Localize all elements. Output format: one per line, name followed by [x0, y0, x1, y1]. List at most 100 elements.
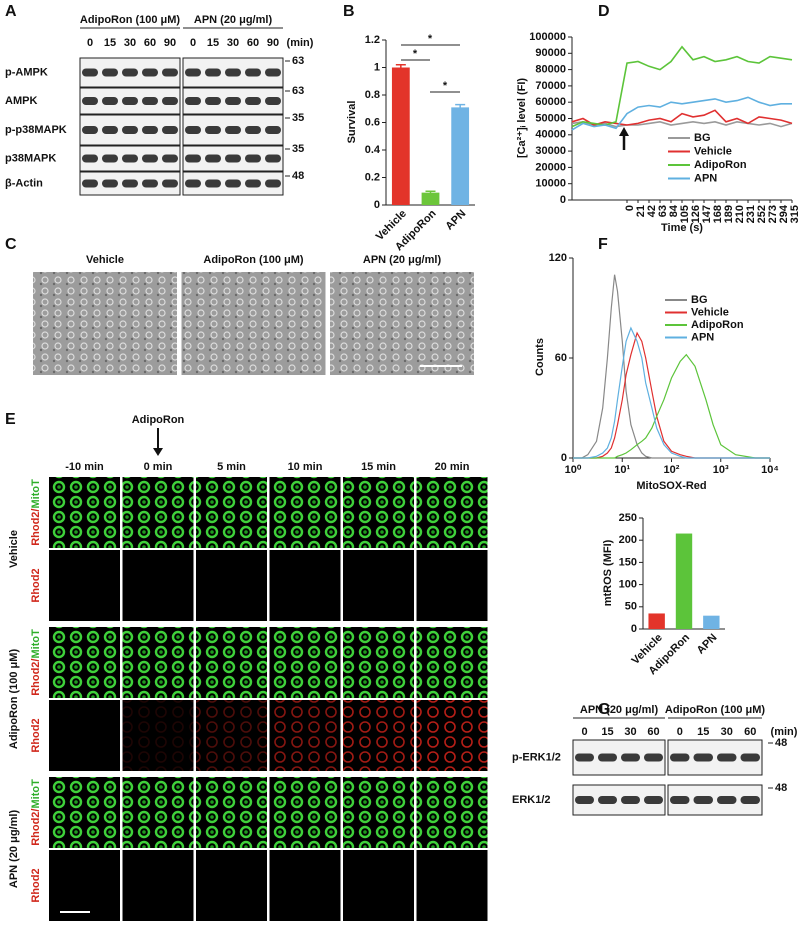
bar	[451, 107, 470, 205]
band	[245, 154, 261, 163]
arrow-head	[619, 127, 629, 136]
legend-label: Vehicle	[694, 145, 732, 157]
y-tick-label: 60	[555, 352, 567, 364]
x-tick-label: 147	[701, 205, 713, 223]
bar	[703, 615, 720, 629]
cells	[269, 627, 341, 698]
arrow-head	[153, 448, 163, 456]
cells	[49, 777, 120, 848]
band	[621, 753, 640, 762]
channel-label: Rhod2/MitoT	[30, 779, 42, 846]
rhod2-signal	[343, 700, 414, 771]
bar	[648, 613, 665, 629]
band	[225, 179, 241, 188]
mw-label: 48	[775, 737, 787, 749]
time-label: -10 min	[65, 461, 104, 473]
band	[670, 753, 690, 762]
band	[265, 126, 281, 134]
x-tick-label: 210	[734, 205, 746, 223]
rhod2-signal	[122, 700, 194, 771]
band	[265, 154, 281, 163]
image-tile	[49, 550, 120, 621]
x-tick-label: APN	[695, 632, 720, 657]
channel-label: Rhod2	[30, 718, 42, 752]
x-tick-label: 294	[778, 204, 790, 223]
lane-label: 60	[647, 726, 659, 738]
y-tick-label: 0	[560, 194, 566, 206]
image-tile	[269, 550, 341, 621]
lane-label: 60	[247, 37, 259, 49]
band	[122, 126, 138, 134]
significance: *	[443, 80, 448, 92]
x-tick-label: 10²	[664, 464, 680, 476]
mw-label: 48	[292, 170, 304, 182]
cells	[343, 477, 414, 548]
blot-group-label: AdipoRon (100 μM)	[665, 704, 766, 716]
blot-group-label: AdipoRon (100 μM)	[80, 14, 181, 26]
y-tick-label: 40000	[535, 129, 566, 141]
cells	[196, 777, 267, 848]
band	[122, 68, 138, 77]
band	[245, 179, 261, 188]
stimulus-label: AdipoRon	[132, 414, 185, 426]
micrograph	[33, 272, 177, 375]
band	[142, 154, 158, 163]
band	[102, 179, 118, 188]
y-tick-label: 120	[549, 252, 567, 264]
micrograph	[330, 272, 474, 375]
panel-letter: E	[5, 411, 16, 428]
x-tick-label: 42	[646, 205, 658, 217]
y-axis-label: [Ca²⁺]ᵢ level (FI)	[516, 78, 528, 158]
band	[717, 796, 737, 804]
lane-label: 60	[144, 37, 156, 49]
series-line	[573, 274, 770, 459]
band	[205, 179, 221, 188]
band	[185, 126, 201, 134]
y-axis-label: Survival	[346, 101, 358, 144]
band	[245, 126, 261, 134]
band	[162, 179, 178, 188]
channel-part: Rhod2/	[30, 509, 42, 546]
legend-label: AdipoRon	[694, 159, 747, 171]
y-tick-label: 0.6	[365, 116, 380, 128]
lane-label: 15	[207, 37, 219, 49]
y-tick-label: 0	[374, 199, 380, 211]
band	[142, 68, 158, 77]
band	[102, 97, 118, 105]
blot-row-label: AMPK	[5, 95, 37, 107]
x-tick-label: 231	[745, 205, 757, 223]
band	[82, 68, 98, 77]
channel-part: Rhod2	[30, 568, 42, 602]
legend-label: BG	[694, 132, 711, 144]
cells	[49, 627, 120, 698]
band	[142, 126, 158, 134]
band	[621, 796, 640, 804]
channel-part: MitoT	[30, 779, 42, 809]
blot-group-label: APN (20 μg/ml)	[194, 14, 273, 26]
blot-row-label: p-AMPK	[5, 66, 48, 78]
panel-letter: A	[5, 3, 17, 20]
band	[82, 179, 98, 188]
lane-label: 30	[124, 37, 136, 49]
lane-label: 30	[227, 37, 239, 49]
cells	[269, 477, 341, 548]
blot-row-label: β-Actin	[5, 177, 43, 189]
rhod2-signal	[196, 700, 267, 771]
panel-letter: D	[598, 3, 610, 20]
band	[575, 753, 594, 762]
lane-label: 0	[677, 726, 683, 738]
band	[82, 126, 98, 134]
lane-label: 60	[744, 726, 756, 738]
blot-row-label: p-ERK1/2	[512, 751, 561, 763]
group-label: Vehicle	[8, 530, 20, 568]
x-tick-label: 273	[767, 205, 779, 223]
band	[670, 796, 690, 804]
micrograph-label: APN (20 μg/ml)	[363, 254, 442, 266]
lane-label: 15	[697, 726, 709, 738]
series-line	[571, 109, 793, 126]
band	[122, 97, 138, 105]
x-tick-label: 168	[712, 205, 724, 223]
band	[102, 154, 118, 163]
channel-part: Rhod2/	[30, 809, 42, 846]
